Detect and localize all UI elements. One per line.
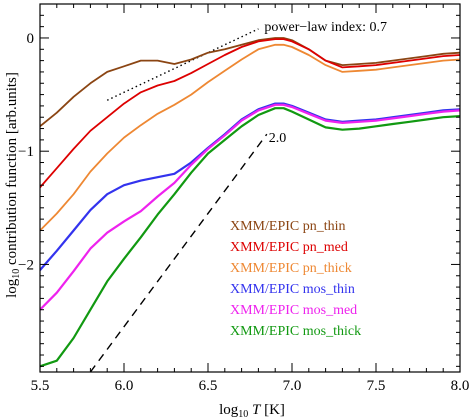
reference-line-dotted <box>106 28 259 101</box>
legend-entry-2: XMM/EPIC pn_med <box>230 240 348 255</box>
x-tick-label: 5.5 <box>31 378 50 394</box>
x-tick-label: 6.5 <box>199 378 218 394</box>
x-tick-label: 7.0 <box>283 378 302 394</box>
series-line-5 <box>40 103 460 311</box>
y-tick-label: −2 <box>18 257 34 273</box>
y-tick-label: 0 <box>27 31 35 47</box>
x-tick-label: 8.0 <box>451 378 470 394</box>
y-tick-label: −1 <box>18 144 34 160</box>
legend-entry-3: XMM/EPIC pn_thick <box>230 261 352 276</box>
series-line-3 <box>40 43 460 232</box>
y-axis-label: log10 contribution function [arb.units] <box>4 72 22 298</box>
plot-frame <box>39 3 461 373</box>
reference-line-dashed <box>89 133 268 372</box>
x-tick-label: 6.0 <box>115 378 134 394</box>
series-line-1 <box>40 37 460 127</box>
reference-line-label-dashed: 2.0 <box>269 131 287 146</box>
x-tick-label: 7.5 <box>367 378 386 394</box>
legend-entry-6: XMM/EPIC mos_thick <box>230 324 361 339</box>
plot-area: power−law index: 0.7 2.0 XMM/EPIC pn_thin X… <box>18 3 470 394</box>
series-line-2 <box>40 38 460 188</box>
legend-entry-4: XMM/EPIC mos_thin <box>230 282 355 297</box>
x-axis-label: log10 T [K] <box>219 402 285 420</box>
legend-entry-5: XMM/EPIC mos_med <box>230 303 357 318</box>
series-line-6 <box>40 107 460 368</box>
legend-entry-1: XMM/EPIC pn_thin <box>230 219 346 234</box>
reference-line-label-dotted: power−law index: 0.7 <box>264 20 387 35</box>
